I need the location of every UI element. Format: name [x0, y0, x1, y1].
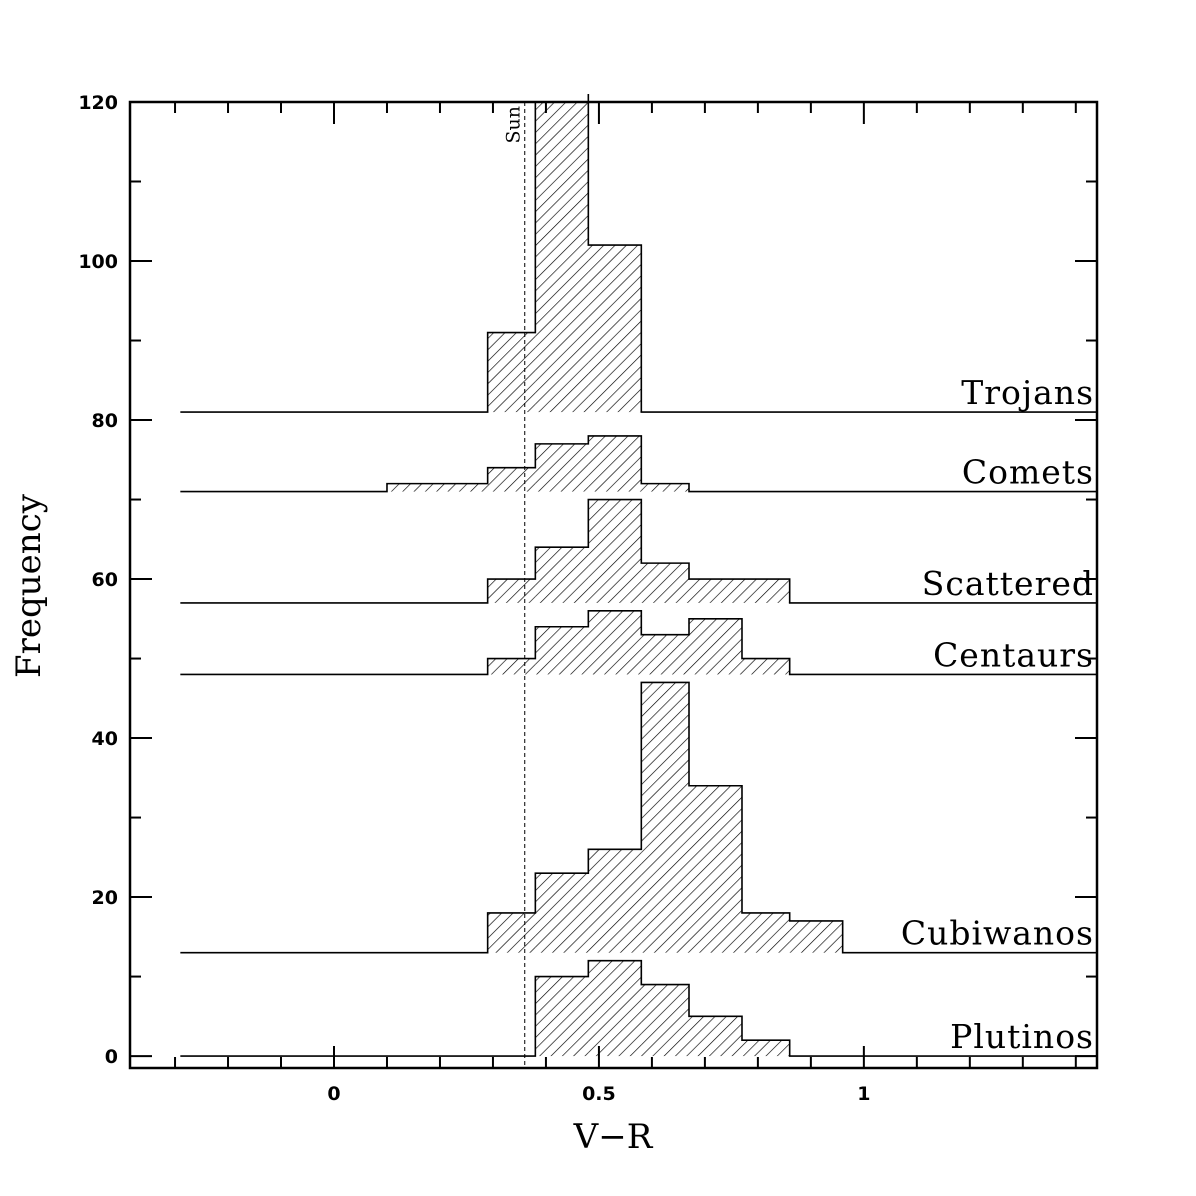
series-outline-cubiwanos [180, 681, 1097, 954]
histogram-bin-cubiwanos-4 [689, 785, 742, 953]
histogram-bin-plutinos-3 [689, 1016, 742, 1057]
histogram-bin-comets-0 [386, 483, 488, 492]
histogram-bin-centaurs-2 [588, 610, 642, 675]
y-tick-label: 60 [92, 569, 118, 591]
series-outline-scattered [180, 498, 1097, 604]
x-tick-label: 1 [857, 1083, 870, 1105]
series-label-trojans: Trojans [961, 373, 1094, 412]
series-label-comets: Comets [962, 453, 1094, 492]
sun-reference-label: Sun [503, 106, 525, 144]
histogram-bin-comets-4 [641, 483, 690, 492]
series-outline-centaurs [180, 610, 1097, 676]
series-label-scattered: Scattered [922, 564, 1094, 603]
histogram-bin-centaurs-5 [741, 658, 790, 675]
histogram-bin-centaurs-4 [689, 618, 742, 675]
histogram-bin-trojans-0 [487, 332, 536, 413]
series-outline-plutinos [180, 959, 1097, 1057]
y-tick-label: 20 [92, 887, 118, 909]
y-tick-label: 100 [78, 251, 118, 273]
histogram-bin-comets-1 [487, 467, 536, 492]
histogram-bin-cubiwanos-0 [487, 912, 536, 953]
x-axis-title: V−R [573, 1117, 654, 1157]
histogram-bin-scattered-3 [641, 563, 690, 603]
series-label-centaurs: Centaurs [933, 635, 1094, 674]
y-tick-label: 40 [92, 728, 118, 750]
y-tick-label: 80 [92, 410, 118, 432]
histogram-bin-cubiwanos-5 [741, 912, 790, 953]
histogram-bin-plutinos-1 [588, 960, 642, 1057]
series-label-plutinos: Plutinos [950, 1017, 1094, 1056]
histogram-bin-plutinos-4 [741, 1040, 790, 1057]
histogram-bin-trojans-1 [535, 102, 589, 413]
series-label-cubiwanos: Cubiwanos [901, 914, 1094, 953]
histogram-bin-trojans-2 [588, 245, 642, 413]
histogram-bin-centaurs-1 [535, 626, 589, 675]
y-axis-title: Frequency [9, 493, 49, 678]
y-tick-label: 0 [105, 1046, 118, 1068]
histogram-bin-scattered-0 [487, 579, 536, 603]
histogram-bin-plutinos-2 [641, 984, 690, 1057]
histogram-bin-centaurs-3 [641, 634, 690, 675]
x-tick-label: 0.5 [582, 1083, 616, 1105]
series-outline-comets [180, 435, 1097, 493]
histogram-bin-cubiwanos-1 [535, 873, 589, 953]
histogram-bin-cubiwanos-6 [789, 920, 843, 953]
y-tick-label: 120 [78, 92, 118, 114]
histogram-bin-plutinos-0 [535, 976, 589, 1057]
histogram-bin-cubiwanos-3 [641, 682, 690, 953]
histogram-bin-scattered-1 [535, 547, 589, 603]
histogram-bin-comets-3 [588, 435, 642, 492]
plot-frame [128, 100, 1099, 1070]
histogram-bin-scattered-2 [588, 499, 642, 603]
histogram-bin-comets-2 [535, 443, 589, 492]
x-tick-label: 0 [327, 1083, 340, 1105]
histogram-bin-scattered-4 [689, 579, 790, 603]
histogram-bin-centaurs-0 [487, 658, 536, 675]
histogram-bin-cubiwanos-2 [588, 849, 642, 953]
